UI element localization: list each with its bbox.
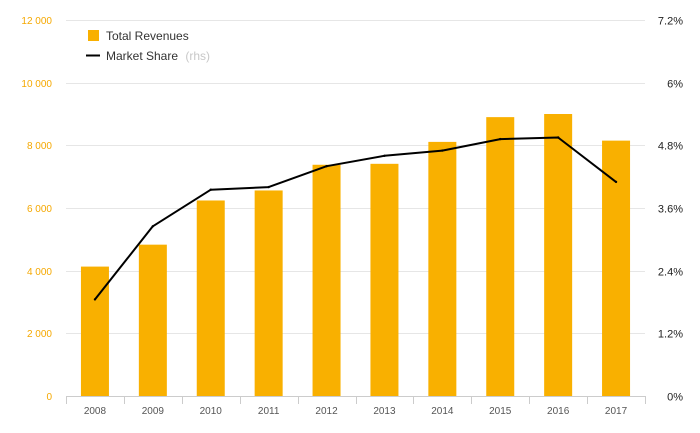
y-right-tick-label: 2.4% [658, 267, 683, 279]
x-tick-label: 2017 [605, 406, 628, 417]
axes: 0 2 000 4 000 6 000 8 000 10 000 12 000 0% 1.2% 2… [21, 16, 683, 418]
x-tick-label: 2010 [200, 406, 223, 417]
y-right-tick-label: 1.2% [658, 329, 683, 341]
y-right-tick-label: 4.8% [658, 141, 683, 153]
x-tick-label: 2016 [547, 406, 570, 417]
y-right-tick-label: 7.2% [658, 16, 683, 28]
x-tick-label: 2009 [142, 406, 165, 417]
bar-total-revenues [196, 200, 225, 396]
bar-total-revenues [544, 114, 573, 396]
y-left-tick-label: 8 000 [27, 141, 52, 152]
bar-total-revenues [312, 164, 341, 396]
line-series [93, 136, 618, 301]
legend-swatch-total-revenues [88, 30, 99, 41]
y-right-tick-label: 3.6% [658, 204, 683, 216]
legend-label-market-share-suffix: (rhs) [185, 49, 210, 63]
x-tick-label: 2015 [489, 406, 512, 417]
y-left-tick-label: 0 [46, 392, 52, 403]
line-market-share [94, 136, 617, 301]
bar-total-revenues [370, 163, 399, 396]
bar-total-revenues [428, 141, 457, 396]
bars [80, 114, 631, 396]
point-market-share [151, 225, 155, 228]
point-market-share [556, 136, 560, 139]
x-tick-label: 2008 [84, 406, 107, 417]
point-market-share [441, 149, 444, 152]
x-tick-label: 2013 [373, 406, 396, 417]
point-market-share [499, 137, 502, 141]
x-tick-label: 2014 [431, 406, 454, 417]
point-market-share [93, 298, 97, 301]
y-left-tick-label: 6 000 [27, 204, 52, 215]
bar-total-revenues [254, 190, 283, 396]
y-left-tick-label: 4 000 [27, 267, 52, 278]
point-market-share [383, 154, 386, 157]
bar-total-revenues [138, 244, 167, 396]
point-market-share [325, 165, 328, 168]
x-tick-label: 2012 [315, 406, 338, 417]
y-right-tick-label: 6% [667, 79, 683, 91]
y-left-tick-label: 2 000 [27, 329, 52, 340]
point-market-share [209, 188, 212, 191]
y-left-tick-label: 12 000 [21, 16, 52, 27]
legend-label-total-revenues: Total Revenues [106, 29, 189, 43]
legend-label-market-share: Market Share (rhs) [106, 49, 210, 63]
y-left-tick-label: 10 000 [21, 79, 52, 90]
y-right-tick-label: 0% [667, 392, 683, 404]
legend-label-market-share-name: Market Share [106, 49, 178, 63]
x-tick-label: 2011 [258, 406, 280, 417]
legend: Total Revenues Market Share (rhs) [86, 29, 210, 63]
bar-total-revenues [602, 140, 631, 396]
point-market-share [267, 185, 270, 189]
point-market-share [614, 180, 618, 184]
bar-total-revenues [486, 117, 515, 396]
